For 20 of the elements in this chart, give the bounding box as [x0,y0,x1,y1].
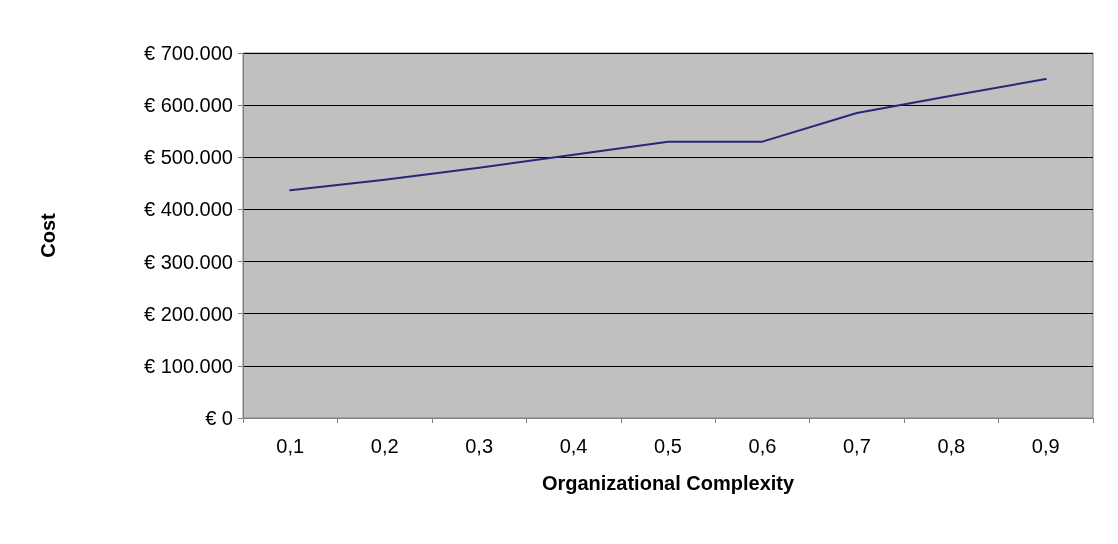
x-tick-label: 0,4 [559,435,588,457]
x-tick-label: 0,9 [1031,435,1060,457]
x-tick-label: 0,1 [276,435,305,457]
x-axis-title: Organizational Complexity [541,472,796,494]
y-tick-label: € 400.000 [144,198,233,221]
y-tick-label: € 600.000 [144,94,233,117]
y-tick-label: € 200.000 [144,302,233,325]
x-tick-label: 0,8 [937,435,966,457]
x-tick-label: 0,5 [654,435,682,457]
x-tick-label: 0,3 [465,435,494,457]
y-tick-label: € 500.000 [144,146,233,169]
y-tick-label: € 700.000 [144,42,233,64]
x-tick-label: 0,6 [748,435,777,457]
x-tick-label: 0,7 [842,435,871,457]
y-tick-label: € 100.000 [144,354,233,377]
x-tick-label: 0,2 [370,435,399,457]
y-tick-label: € 300.000 [144,250,233,273]
line-series [289,78,1047,192]
y-axis-title: Cost [37,212,59,258]
y-tick-label: € 0 [205,407,233,429]
